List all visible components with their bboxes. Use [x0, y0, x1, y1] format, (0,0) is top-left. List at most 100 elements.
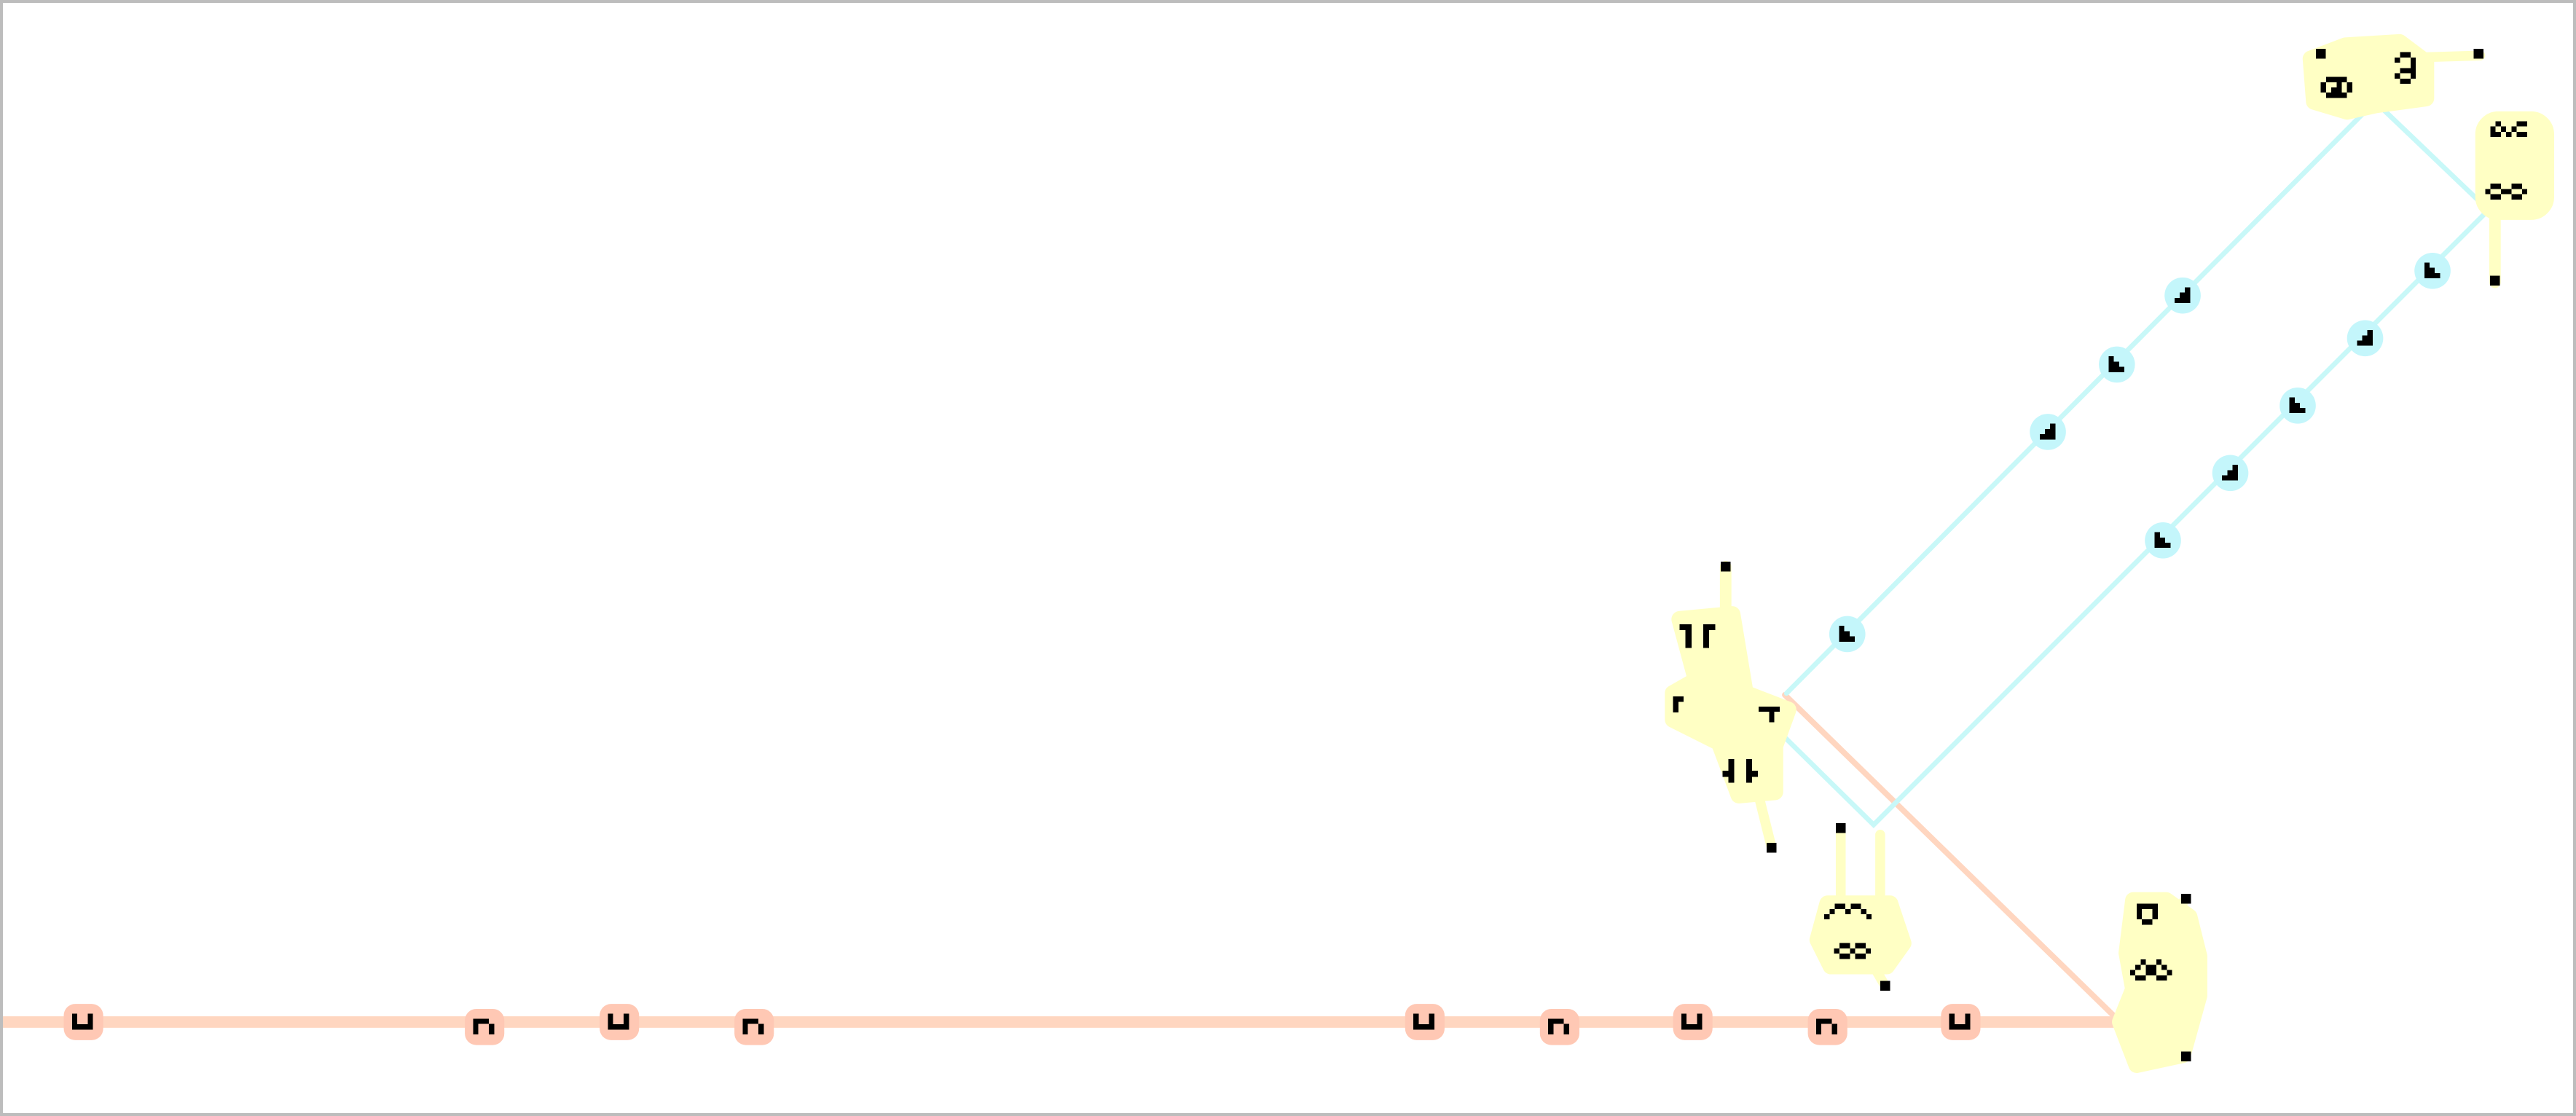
reflector-icon	[2129, 959, 2172, 981]
cell	[478, 1018, 484, 1024]
cell	[1764, 706, 1770, 712]
cell	[1826, 1018, 1832, 1024]
cell	[1686, 1024, 1692, 1030]
still-life-icon	[2320, 76, 2352, 98]
cell	[1681, 1013, 1687, 1019]
cell	[71, 1024, 78, 1030]
cell	[2050, 434, 2056, 440]
cell	[2506, 189, 2512, 194]
cell	[1960, 1024, 1966, 1030]
cell	[1548, 1018, 1554, 1024]
cell	[1839, 626, 1845, 632]
reflector-icon	[1722, 758, 1759, 783]
cell	[2147, 919, 2153, 925]
glider-icon	[734, 1008, 774, 1045]
block-icon	[2490, 275, 2500, 286]
cell	[2142, 919, 2148, 925]
cell	[2154, 532, 2160, 538]
eater-icon	[1673, 696, 1684, 712]
block-icon	[2315, 49, 2326, 59]
cell	[2506, 131, 2512, 138]
cell	[2490, 194, 2496, 200]
cell	[2331, 76, 2337, 82]
cell	[1751, 771, 1759, 777]
cell	[2185, 292, 2191, 298]
cell	[1769, 717, 1775, 723]
cell	[1815, 1029, 1822, 1035]
cell	[608, 1018, 613, 1025]
cell	[87, 1013, 93, 1019]
cell	[1815, 1018, 1822, 1024]
cell	[1855, 954, 1861, 959]
cell	[1850, 948, 1856, 954]
block-icon	[2180, 1051, 2191, 1062]
glider-icon	[2357, 330, 2373, 346]
cell	[2152, 908, 2158, 914]
cell	[1839, 636, 1845, 642]
cell	[2129, 970, 2136, 975]
glider-icon	[2424, 262, 2440, 279]
glider-lanes	[3, 98, 2491, 1028]
cell	[1949, 1024, 1955, 1030]
cell	[1746, 758, 1752, 766]
glider-icon	[1807, 1008, 1847, 1045]
cell	[1673, 696, 1678, 702]
cell	[489, 1023, 495, 1029]
cell	[1829, 908, 1835, 914]
cell	[1548, 1023, 1554, 1029]
cell	[2511, 194, 2517, 200]
glider-icon	[71, 1013, 93, 1030]
still-life-icon	[1834, 943, 1872, 959]
cell	[1831, 1023, 1837, 1029]
cell	[1703, 630, 1710, 637]
block-icon	[2180, 893, 2191, 904]
cell	[2400, 52, 2406, 58]
cell	[82, 1024, 88, 1030]
cell	[2222, 475, 2228, 481]
cell	[2039, 434, 2045, 440]
cell	[742, 1018, 748, 1024]
cell	[1697, 1013, 1703, 1019]
cell	[1866, 913, 1872, 920]
cell	[2410, 57, 2416, 63]
cell	[1685, 624, 1692, 631]
cell	[1758, 706, 1764, 712]
cell	[2152, 913, 2158, 920]
cell	[2511, 126, 2517, 132]
cell	[483, 1018, 490, 1024]
cell	[2410, 68, 2416, 74]
cell	[2400, 68, 2406, 74]
cell	[2050, 428, 2056, 435]
block-icon	[1767, 843, 1777, 853]
glider-icon	[2174, 287, 2191, 304]
cell	[2347, 82, 2352, 87]
cell	[2180, 292, 2186, 298]
cell	[2495, 121, 2501, 127]
right-reflector	[2475, 111, 2555, 288]
cell	[2362, 335, 2368, 341]
cell	[1860, 954, 1866, 959]
cell	[624, 1013, 629, 1019]
cell	[2516, 131, 2522, 138]
cell	[2429, 267, 2435, 273]
cell	[758, 1023, 764, 1029]
cell	[2521, 121, 2528, 127]
cell	[2490, 131, 2496, 138]
cell	[2289, 402, 2295, 408]
cell	[1678, 696, 1684, 702]
cell	[2336, 93, 2342, 98]
cell	[2500, 126, 2507, 132]
cell	[2331, 87, 2337, 93]
glider-icon	[600, 1004, 640, 1040]
cell	[1769, 711, 1775, 718]
cell	[1774, 706, 1780, 712]
cell	[1855, 943, 1861, 948]
cell	[2151, 964, 2156, 970]
cell	[1692, 1024, 1697, 1030]
cell	[2336, 76, 2342, 82]
cell	[2325, 93, 2332, 98]
cell	[1746, 765, 1752, 771]
cyan-lane-return	[1764, 207, 2491, 828]
glider-icon	[1539, 1008, 1579, 1045]
